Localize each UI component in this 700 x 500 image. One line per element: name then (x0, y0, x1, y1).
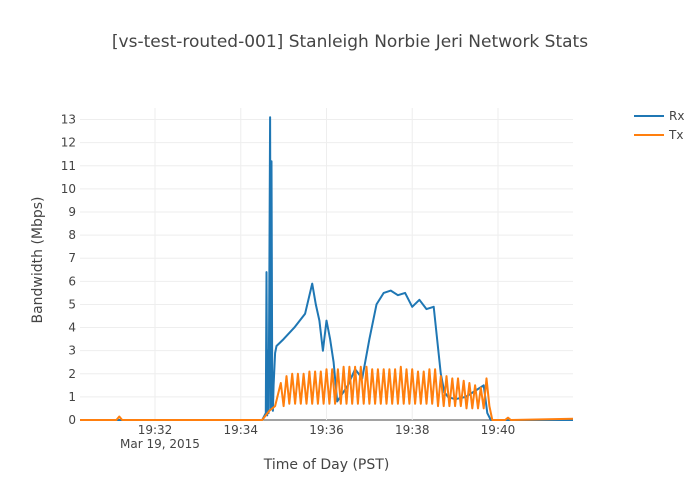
legend-item-rx[interactable]: Rx (634, 106, 684, 125)
x-tick-label: 19:40 (481, 423, 516, 437)
x-tick-labels: 19:32 19:34 19:36 19:38 19:40 (138, 423, 516, 437)
x-tick-label: 19:38 (395, 423, 430, 437)
y-tick-label: 12 (61, 136, 76, 150)
series-lines (80, 116, 574, 421)
gridlines (80, 108, 573, 421)
y-tick-label: 5 (68, 297, 76, 311)
x-tick-label: 19:36 (309, 423, 344, 437)
y-tick-label: 11 (61, 159, 76, 173)
y-tick-label: 0 (68, 413, 76, 427)
x-axis-label: Time of Day (PST) (263, 457, 390, 473)
y-tick-label: 8 (68, 228, 76, 242)
y-axis-label: Bandwidth (Mbps) (30, 196, 46, 324)
legend-swatch-tx (634, 133, 664, 136)
legend-swatch-rx (634, 114, 664, 117)
legend-item-tx[interactable]: Tx (634, 125, 684, 144)
chart-title: [vs-test-routed-001] Stanleigh Norbie Je… (111, 32, 589, 52)
y-tick-label: 7 (68, 251, 76, 265)
y-tick-label: 9 (68, 205, 76, 219)
y-tick-label: 6 (68, 274, 76, 288)
legend-label-rx: Rx (669, 108, 685, 123)
y-tick-label: 3 (68, 344, 76, 358)
series-line-rx (80, 116, 573, 421)
y-tick-label: 1 (68, 390, 76, 404)
y-tick-label: 4 (68, 321, 76, 335)
y-tick-label: 2 (68, 367, 76, 381)
y-tick-label: 10 (61, 182, 76, 196)
date-label: Mar 19, 2015 (120, 437, 200, 451)
legend[interactable]: Rx Tx (634, 106, 684, 144)
x-tick-label: 19:32 (138, 423, 173, 437)
x-tick-label: 19:34 (223, 423, 258, 437)
series-line-tx (80, 365, 574, 421)
y-tick-label: 13 (61, 113, 76, 127)
legend-label-tx: Tx (669, 127, 684, 142)
